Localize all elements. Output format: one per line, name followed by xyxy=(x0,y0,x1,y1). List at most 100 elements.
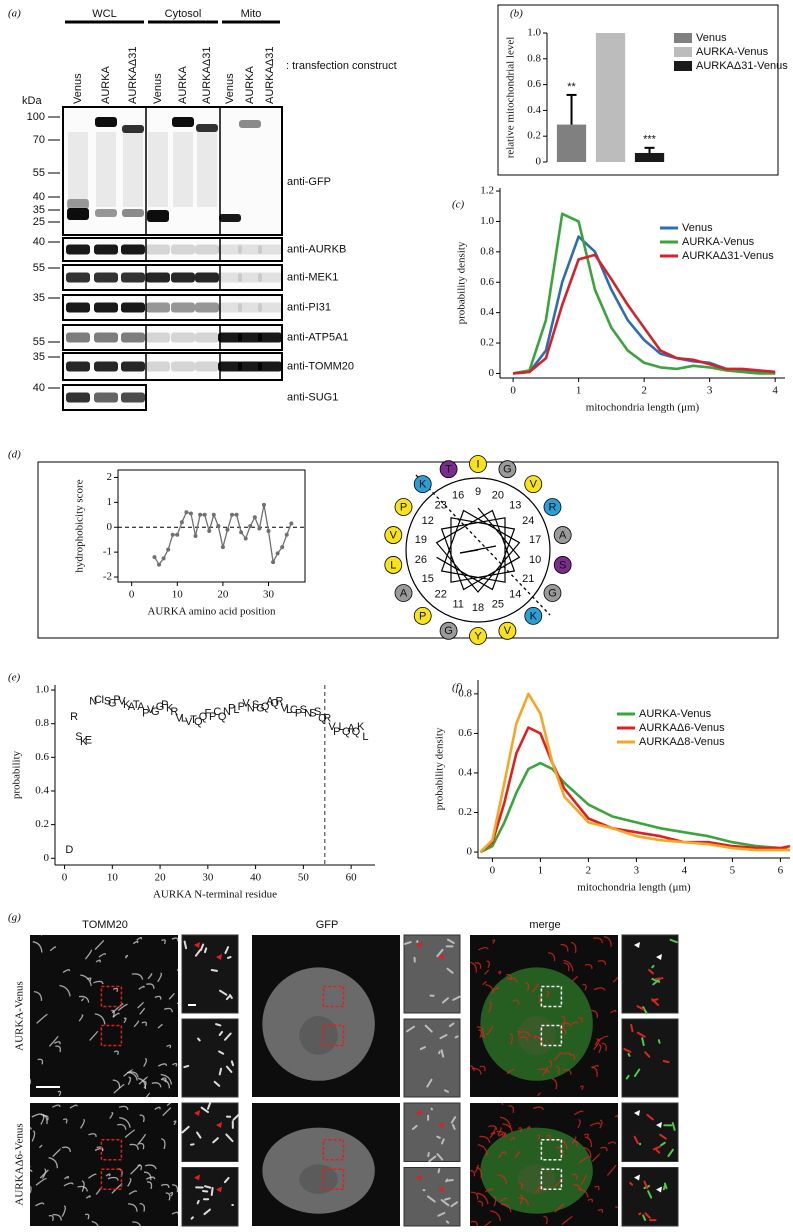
roi-box xyxy=(322,985,345,1008)
image-texture xyxy=(30,1103,178,1226)
filament xyxy=(470,1191,479,1200)
filament xyxy=(579,1085,584,1091)
band xyxy=(66,332,90,343)
mw-marker: 40 xyxy=(33,382,45,394)
smear xyxy=(96,132,116,207)
line xyxy=(479,726,791,854)
residue-point: S xyxy=(75,731,82,743)
band xyxy=(171,332,195,343)
filament xyxy=(476,1026,484,1035)
wheel-position: 13 xyxy=(509,499,521,511)
filament xyxy=(143,1080,147,1089)
filament xyxy=(555,1065,560,1075)
band xyxy=(258,302,282,313)
filament xyxy=(126,1071,138,1081)
band xyxy=(171,244,195,255)
filament xyxy=(583,1133,589,1138)
antibody-label: anti-MEK1 xyxy=(287,271,338,283)
point xyxy=(188,511,193,516)
filament xyxy=(538,1068,550,1074)
filament xyxy=(519,1036,529,1041)
inset-filament xyxy=(203,1185,212,1189)
mw-marker: 35 xyxy=(33,204,45,216)
inset-filament xyxy=(441,1138,445,1145)
filament xyxy=(606,1164,617,1176)
filament xyxy=(146,983,155,989)
x-tick-label: 3 xyxy=(707,385,713,397)
x-tick-label: 2 xyxy=(586,865,592,877)
filament xyxy=(145,1176,156,1180)
kda-label: kDa xyxy=(22,95,42,107)
filament xyxy=(37,1058,44,1065)
blot-group-label: WCL xyxy=(92,8,116,20)
column-label: GFP xyxy=(316,919,339,931)
filament xyxy=(571,1021,578,1025)
band xyxy=(219,214,241,222)
filament xyxy=(492,939,496,944)
arrowhead xyxy=(194,1110,200,1116)
inset-filament xyxy=(446,1179,454,1182)
point xyxy=(266,528,271,533)
filament xyxy=(78,995,90,1003)
residue-point: S xyxy=(309,708,316,720)
filament xyxy=(485,984,494,994)
inset-filament xyxy=(436,1153,444,1161)
filament xyxy=(139,1007,145,1015)
point xyxy=(225,527,230,532)
smear xyxy=(68,132,88,207)
y-tick-label: 0.8 xyxy=(458,687,472,699)
inset-filament xyxy=(454,1035,459,1039)
y-tick-label: -1 xyxy=(103,546,112,558)
filament xyxy=(139,1142,145,1150)
filament xyxy=(496,1130,507,1138)
residue-circle xyxy=(413,475,432,494)
y-axis-label: probability xyxy=(11,750,23,799)
inset-filament xyxy=(228,994,233,999)
arrowhead xyxy=(634,1174,640,1181)
micrograph-content xyxy=(262,1127,375,1214)
filament xyxy=(482,980,487,986)
x-tick-label: 30 xyxy=(202,872,214,884)
mw-marker: 40 xyxy=(33,191,45,203)
legend-label: AURKAΔ8-Venus xyxy=(639,736,725,748)
filament xyxy=(472,1067,482,1075)
point xyxy=(275,551,280,556)
filament xyxy=(151,1082,162,1088)
residue-circle xyxy=(394,498,413,516)
inset-filament xyxy=(452,995,461,1001)
mw-marker: 100 xyxy=(27,111,45,123)
filament xyxy=(577,1119,581,1129)
filament xyxy=(509,1137,515,1141)
filament xyxy=(98,953,107,958)
filament xyxy=(573,1184,582,1192)
line xyxy=(512,253,776,375)
inset-filament xyxy=(437,1168,441,1174)
filament xyxy=(597,1208,604,1213)
filament xyxy=(33,990,43,1001)
filament xyxy=(84,1213,90,1220)
wheel-position: 24 xyxy=(522,515,534,527)
panel-label: (a) xyxy=(8,8,21,20)
filament xyxy=(614,1114,618,1119)
y-tick-label: 0.2 xyxy=(458,806,472,818)
x-tick-label: 3 xyxy=(634,865,640,877)
roi-box xyxy=(100,985,123,1008)
filament xyxy=(497,1174,508,1184)
inset-filament xyxy=(443,1197,451,1201)
point xyxy=(198,512,203,517)
row-label: AURKAΔ6-Venus xyxy=(14,1123,26,1205)
panel-label: (b) xyxy=(510,8,523,20)
residue-letter: K xyxy=(530,610,538,622)
filament xyxy=(35,1177,47,1186)
residue-point: T xyxy=(133,699,140,711)
inset-filament xyxy=(648,968,654,975)
mw-marker: 70 xyxy=(33,134,45,146)
residue-letter: P xyxy=(400,501,407,513)
filament xyxy=(173,1120,177,1126)
filament xyxy=(127,1076,132,1086)
residue-letter: V xyxy=(530,479,538,491)
point xyxy=(157,562,162,567)
filament xyxy=(583,1146,592,1158)
wheel-position: 18 xyxy=(472,602,484,614)
